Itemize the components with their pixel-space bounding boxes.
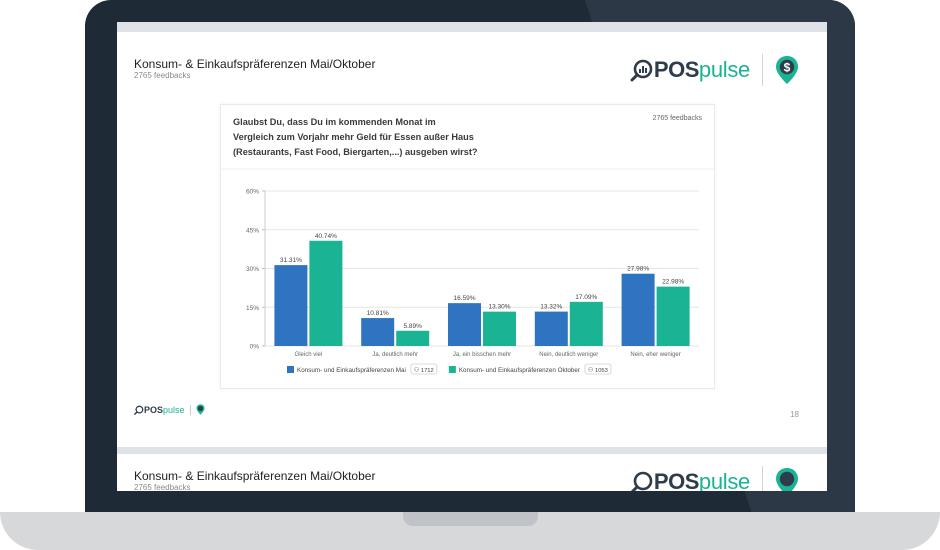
logo-divider xyxy=(762,466,763,491)
x-tick-label: Nein, eher weniger xyxy=(630,352,680,358)
legend-count: 1053 xyxy=(595,368,608,374)
bar-chart: 0% 15% 30% 45% 60% 31.31% 40.74% Gleich viel 10.… xyxy=(221,168,714,375)
survey-question: Glaubst Du, dass Du im kommenden Monat i… xyxy=(233,115,573,160)
legend-swatch xyxy=(448,366,456,373)
bar xyxy=(534,311,568,346)
x-tick-label: Ja, deutlich mehr xyxy=(372,352,418,358)
bar-value-label: 31.31% xyxy=(280,257,302,264)
slide-title: Konsum- & Einkaufspräferenzen Mai/Oktobe… xyxy=(134,57,376,71)
x-tick-label: Nein, deutlich weniger xyxy=(539,352,598,358)
magnifier-chart-icon xyxy=(134,405,144,415)
logo-text-pulse: pulse xyxy=(698,469,750,491)
location-pin-dollar-icon xyxy=(776,468,798,491)
legend-count-badge xyxy=(584,363,612,375)
y-tick-label: 60% xyxy=(246,189,259,196)
magnifier-chart-icon xyxy=(630,471,653,491)
bar-value-label: 22.98% xyxy=(662,279,684,286)
bar xyxy=(569,301,603,346)
feedback-count: 2765 feedbacks xyxy=(652,115,702,122)
bar-value-label: 13.30% xyxy=(488,304,510,311)
svg-text:$: $ xyxy=(784,61,791,75)
next-slide-title: Konsum- & Einkaufspräferenzen Mai/Oktobe… xyxy=(134,469,376,483)
small-logo-divider xyxy=(189,404,191,415)
bar-value-label: 16.59% xyxy=(453,295,475,302)
bar xyxy=(396,330,430,346)
logo-text-pulse: pulse xyxy=(698,57,750,82)
slide-subtitle: 2765 feedbacks xyxy=(134,71,191,80)
bar-value-label: 27.98% xyxy=(627,266,649,273)
page-number: 18 xyxy=(790,410,799,419)
bar xyxy=(274,265,308,346)
person-icon: ⚇ xyxy=(414,367,419,374)
legend-count: 1712 xyxy=(421,368,434,374)
magnifier-chart-icon xyxy=(630,59,653,82)
slide: Konsum- & Einkaufspräferenzen Mai/Oktobe… xyxy=(117,32,827,447)
pospulse-logo: POS pulse $ xyxy=(630,50,799,90)
logo-divider xyxy=(762,54,763,86)
bar xyxy=(483,311,516,346)
bar-value-label: 17.09% xyxy=(575,294,597,301)
legend-swatch xyxy=(287,366,294,373)
logo-text-pos: POS xyxy=(653,469,699,491)
bar xyxy=(361,318,395,346)
next-slide-subtitle: 2765 feedbacks xyxy=(134,483,191,491)
bar xyxy=(621,273,655,346)
y-tick-label: 45% xyxy=(246,227,259,234)
next-slide: Konsum- & Einkaufspräferenzen Mai/Oktobe… xyxy=(117,454,827,491)
question-line: Glaubst Du, dass Du im kommenden Monat i… xyxy=(233,117,436,127)
bar xyxy=(448,303,481,346)
bar-value-label: 5.89% xyxy=(403,323,422,330)
location-pin-dollar-icon xyxy=(195,404,205,415)
logo-text-pos: POS xyxy=(653,57,699,82)
legend-label: Konsum- und Einkaufspräferenzen Oktober xyxy=(459,367,580,374)
screen: Konsum- & Einkaufspräferenzen Mai/Oktobe… xyxy=(117,22,827,491)
person-icon: ⚇ xyxy=(588,367,593,374)
small-pospulse-logo: POS pulse xyxy=(134,404,205,415)
bar-value-label: 13.32% xyxy=(540,304,562,311)
bar-value-label: 40.74% xyxy=(315,233,337,240)
y-tick-label: 0% xyxy=(250,344,260,351)
legend-count-badge xyxy=(410,363,438,375)
next-slide-logo: POS pulse xyxy=(630,462,799,491)
bar-value-label: 10.81% xyxy=(367,310,389,317)
small-logo-pulse: pulse xyxy=(163,404,185,415)
question-line: Vergleich zum Vorjahr mehr Geld für Esse… xyxy=(233,132,474,142)
laptop-notch xyxy=(403,512,538,526)
bar xyxy=(309,240,343,346)
x-tick-label: Gleich viel xyxy=(295,352,323,358)
y-tick-label: 15% xyxy=(246,305,259,312)
legend-label: Konsum- und Einkaufspräferenzen Mai xyxy=(297,367,406,374)
x-tick-label: Ja, ein bisschen mehr xyxy=(453,352,511,358)
question-line: (Restaurants, Fast Food, Biergarten,...)… xyxy=(233,147,478,157)
small-logo-pos: POS xyxy=(144,404,164,415)
location-pin-dollar-icon: $ xyxy=(776,56,798,84)
survey-card: Glaubst Du, dass Du im kommenden Monat i… xyxy=(220,104,715,389)
bar xyxy=(656,286,690,346)
y-tick-label: 30% xyxy=(246,266,259,273)
